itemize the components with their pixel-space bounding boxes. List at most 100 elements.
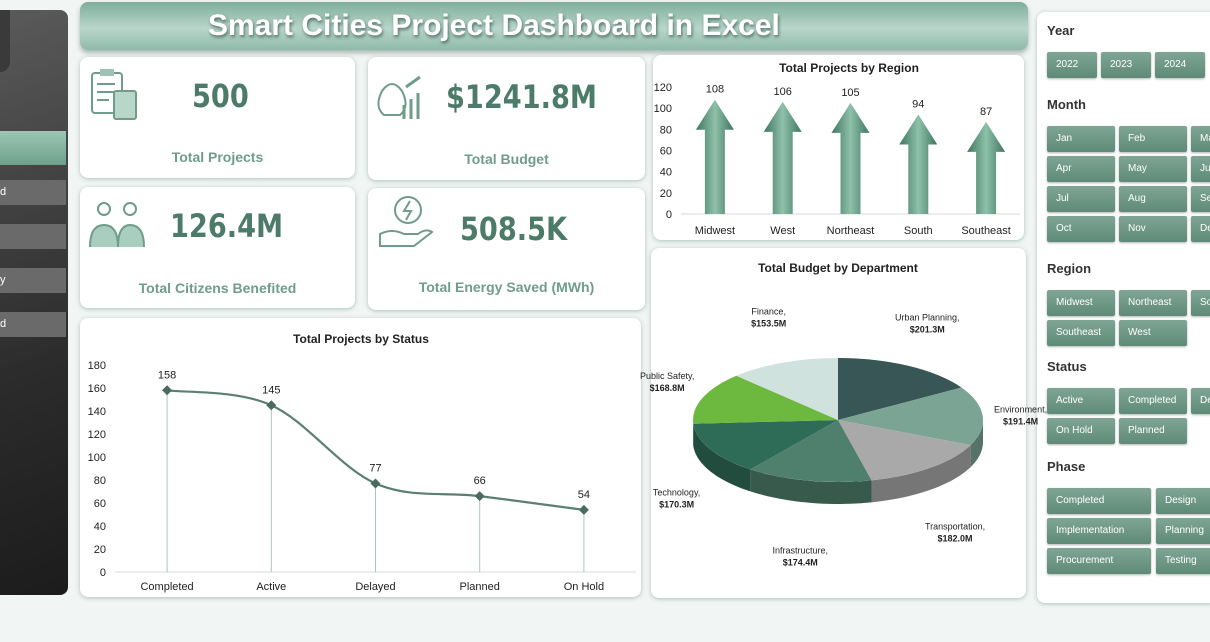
y-tick-label: 100 bbox=[88, 452, 106, 464]
pie-slice bbox=[750, 420, 872, 482]
slice-separator: , bbox=[698, 488, 701, 498]
slicer-button[interactable]: 2024 bbox=[1155, 52, 1205, 78]
data-label: 94 bbox=[912, 99, 924, 111]
slicer-button[interactable]: Testing bbox=[1156, 548, 1210, 574]
kpi-label: Total Energy Saved (MWh) bbox=[418, 279, 595, 295]
x-tick-label: Southeast bbox=[961, 225, 1011, 237]
slicer-button[interactable]: Jun bbox=[1191, 156, 1210, 182]
y-tick-label: 60 bbox=[94, 498, 106, 510]
slicer-button[interactable]: Active bbox=[1047, 388, 1115, 414]
slicer-button[interactable]: 2023 bbox=[1101, 52, 1151, 78]
x-tick-label: Completed bbox=[140, 581, 193, 593]
slicer-button[interactable]: Southeast bbox=[1047, 320, 1115, 346]
data-label: 106 bbox=[774, 86, 792, 98]
bar bbox=[967, 121, 1006, 214]
slicer-button[interactable]: Implementation bbox=[1047, 518, 1151, 544]
sidebar-active[interactable] bbox=[0, 131, 66, 165]
slicer-button[interactable]: May bbox=[1119, 156, 1187, 182]
slicer-button[interactable]: Completed bbox=[1119, 388, 1187, 414]
x-tick-label: Midwest bbox=[695, 225, 735, 237]
y-tick-label: 40 bbox=[660, 167, 672, 179]
slice-category: Urban Planning bbox=[895, 312, 957, 322]
data-label: 54 bbox=[578, 489, 590, 501]
slice-separator: , bbox=[692, 371, 695, 381]
pie-slice bbox=[693, 420, 838, 470]
chart-title: Total Budget by Department bbox=[758, 261, 918, 275]
logo bbox=[0, 10, 10, 72]
slicer-button[interactable]: Feb bbox=[1119, 126, 1187, 152]
slice-label: Urban Planning, bbox=[895, 312, 960, 322]
slice-category: Public Safety bbox=[640, 371, 693, 381]
slicer-button[interactable]: Delayed bbox=[1191, 388, 1210, 414]
slice-separator: , bbox=[783, 306, 786, 316]
data-label: 158 bbox=[158, 369, 176, 381]
slice-category: Infrastructure bbox=[772, 546, 825, 556]
slicer-button[interactable]: Completed bbox=[1047, 488, 1151, 514]
pie-slice bbox=[838, 387, 983, 446]
y-tick-label: 140 bbox=[88, 406, 106, 418]
slicer-button[interactable]: Mar bbox=[1191, 126, 1210, 152]
slice-value: $201.3M bbox=[910, 324, 945, 334]
slicer-button[interactable]: Dec bbox=[1191, 216, 1210, 242]
slicer-button[interactable]: West bbox=[1119, 320, 1187, 346]
x-tick-label: Delayed bbox=[355, 581, 395, 593]
pie-side bbox=[693, 423, 751, 492]
bar bbox=[899, 114, 938, 214]
kpi-value: $1241.8M bbox=[446, 78, 597, 116]
pie-slice bbox=[838, 420, 971, 481]
sidebar-item[interactable]: d bbox=[0, 180, 66, 205]
data-label: 145 bbox=[262, 384, 280, 396]
data-label: 66 bbox=[474, 475, 486, 487]
point bbox=[578, 504, 589, 515]
slicer-button[interactable]: 2022 bbox=[1047, 52, 1097, 78]
sidebar-item[interactable] bbox=[0, 224, 66, 249]
slicer-button[interactable]: Planned bbox=[1119, 418, 1187, 444]
slicer-button[interactable]: Midwest bbox=[1047, 290, 1115, 316]
slice-separator: , bbox=[983, 522, 986, 532]
y-tick-label: 120 bbox=[654, 82, 672, 94]
icon bbox=[91, 69, 137, 120]
slice-separator: , bbox=[826, 546, 829, 556]
slice-label: Transportation, bbox=[925, 522, 985, 532]
kpi-label: Total Projects bbox=[171, 149, 264, 165]
slicer-button[interactable]: Nov bbox=[1119, 216, 1187, 242]
slice-value: $153.5M bbox=[751, 318, 786, 328]
slice-label: Technology, bbox=[653, 488, 700, 498]
sidebar-item[interactable]: y bbox=[0, 268, 66, 293]
slicer-button[interactable]: Northeast bbox=[1119, 290, 1187, 316]
point bbox=[162, 385, 173, 396]
data-label: 87 bbox=[980, 106, 992, 118]
y-tick-label: 160 bbox=[88, 383, 106, 395]
slice-label: Finance, bbox=[751, 306, 786, 316]
data-label: 108 bbox=[706, 84, 724, 96]
y-tick-label: 80 bbox=[94, 475, 106, 487]
slicer-button[interactable]: Jan bbox=[1047, 126, 1115, 152]
slicer-button[interactable]: Procurement bbox=[1047, 548, 1151, 574]
bar bbox=[695, 99, 734, 214]
sidebar-item[interactable]: d bbox=[0, 312, 66, 337]
slicer-button[interactable]: South bbox=[1191, 290, 1210, 316]
slicer-title: Status bbox=[1047, 359, 1087, 374]
sidebar: d y d bbox=[0, 10, 68, 595]
slice-value: $182.0M bbox=[938, 534, 973, 544]
y-tick-label: 120 bbox=[88, 429, 106, 441]
x-tick-label: On Hold bbox=[564, 581, 604, 593]
x-tick-label: Active bbox=[256, 581, 286, 593]
slice-value: $191.4M bbox=[1003, 416, 1038, 426]
slicer-button[interactable]: On Hold bbox=[1047, 418, 1115, 444]
x-tick-label: West bbox=[770, 225, 795, 237]
slicer-button[interactable]: Aug bbox=[1119, 186, 1187, 212]
slicer-button[interactable]: Jul bbox=[1047, 186, 1115, 212]
slice-value: $170.3M bbox=[659, 500, 694, 510]
pie-side bbox=[871, 445, 971, 503]
slicer-button[interactable]: Sep bbox=[1191, 186, 1210, 212]
slicer-button[interactable]: Oct bbox=[1047, 216, 1115, 242]
slice-label: Public Safety, bbox=[640, 371, 694, 381]
kpi-value: 508.5K bbox=[460, 210, 568, 248]
slicer-button[interactable]: Design bbox=[1156, 488, 1210, 514]
y-tick-label: 20 bbox=[94, 544, 106, 556]
slicer-button[interactable]: Planning bbox=[1156, 518, 1210, 544]
slice-label: Environment, bbox=[994, 404, 1047, 414]
slicer-button[interactable]: Apr bbox=[1047, 156, 1115, 182]
icon bbox=[379, 196, 434, 247]
